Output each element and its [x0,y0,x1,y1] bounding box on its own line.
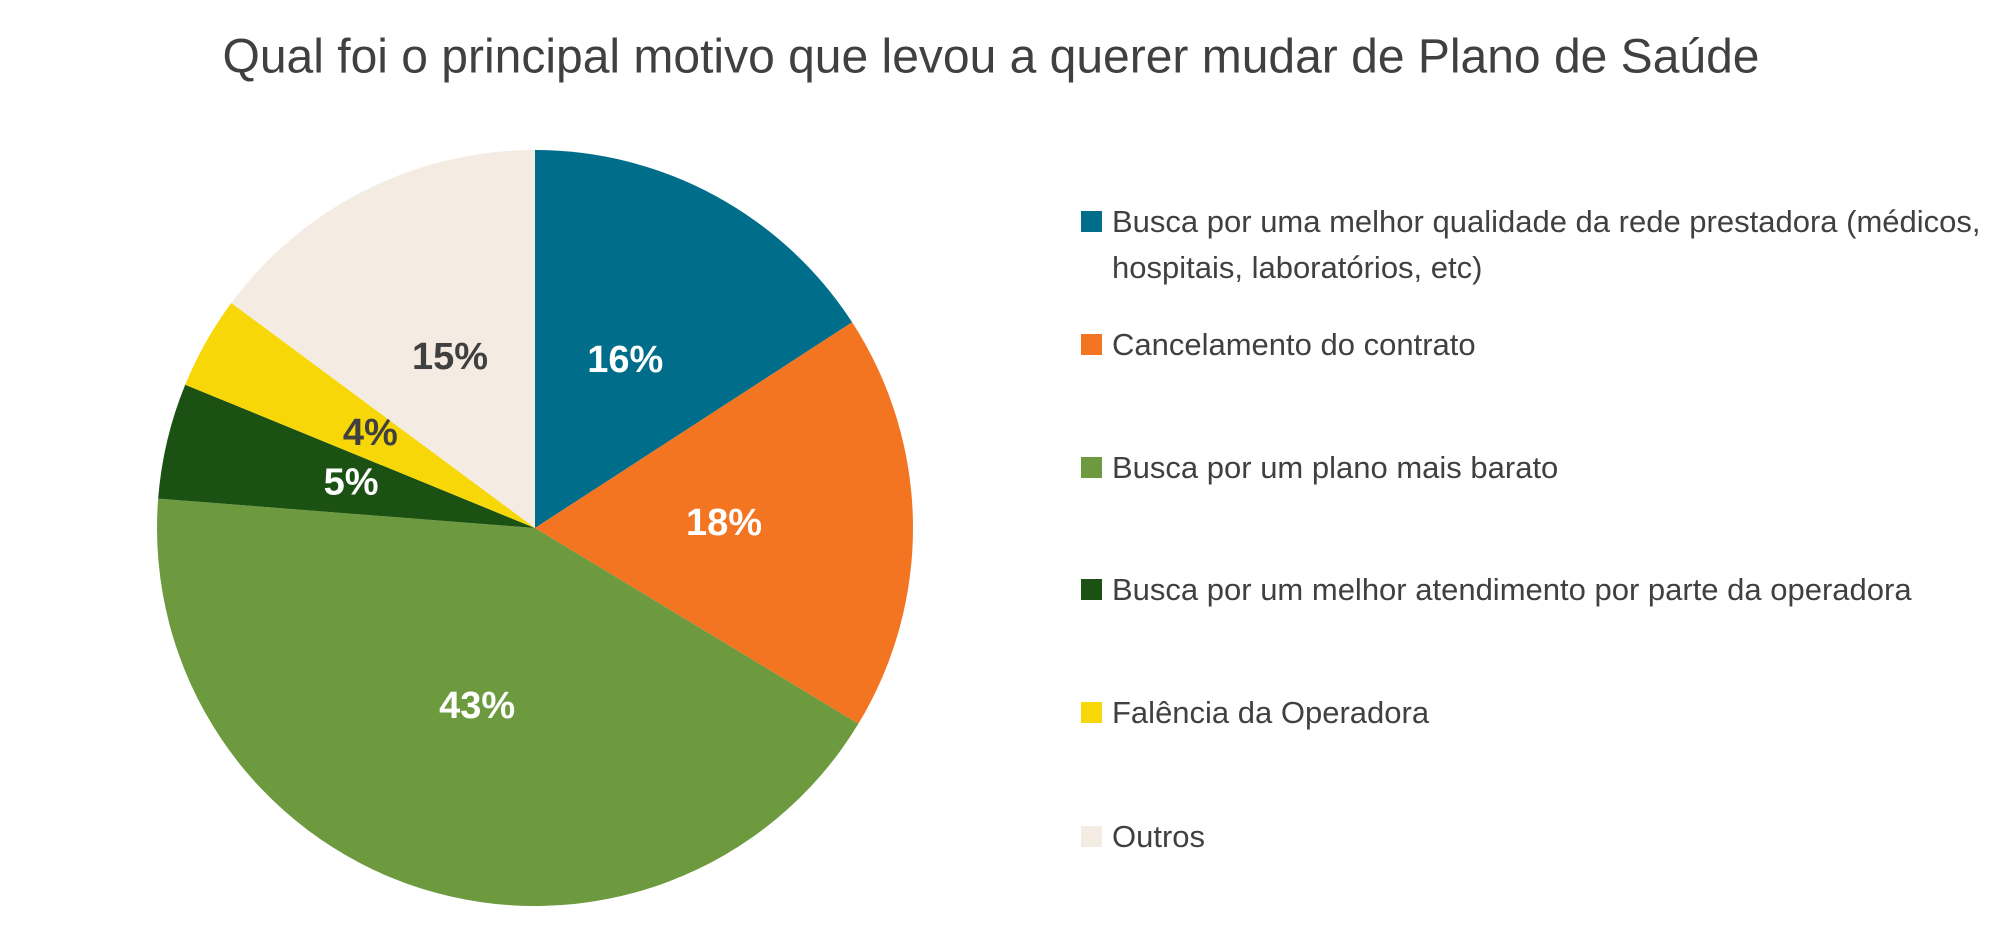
legend-item: Busca por um plano mais barato [1112,450,1559,485]
pie-slice [156,498,859,907]
chart-title: Qual foi o principal motivo que levou a … [223,31,1760,84]
data-label: 15% [412,336,488,378]
legend-label: Busca por um plano mais barato [1112,450,1559,485]
legend-label: Busca por um melhor atendimento por part… [1112,572,1912,607]
legend-item: Falência da Operadora [1112,695,1430,730]
legend-item: Busca por uma melhor qualidade da rede p… [1112,204,1981,285]
legend-swatch [1081,579,1102,600]
legend-swatch [1081,334,1102,355]
legend-label: Falência da Operadora [1112,695,1430,730]
legend-swatch [1081,702,1102,723]
pie-slice [535,322,913,724]
legend-swatch [1081,826,1102,847]
data-label: 43% [439,685,515,727]
data-label: 16% [587,339,663,381]
data-label: 5% [324,461,379,503]
legend-swatch [1081,457,1102,478]
legend-label: Busca por uma melhor qualidade da rede p… [1112,204,1981,285]
pie-slice [158,384,535,528]
legend-swatch [1081,211,1102,232]
pie-slice [535,150,853,528]
legend-item: Cancelamento do contrato [1112,327,1476,362]
pie-slice [231,150,536,528]
legend-label: Cancelamento do contrato [1112,327,1476,362]
pie-slice [185,302,535,528]
legend-item: Outros [1112,819,1206,854]
legend-item: Busca por um melhor atendimento por part… [1112,572,1912,607]
legend-label: Outros [1112,819,1206,854]
data-label: 18% [686,502,762,544]
